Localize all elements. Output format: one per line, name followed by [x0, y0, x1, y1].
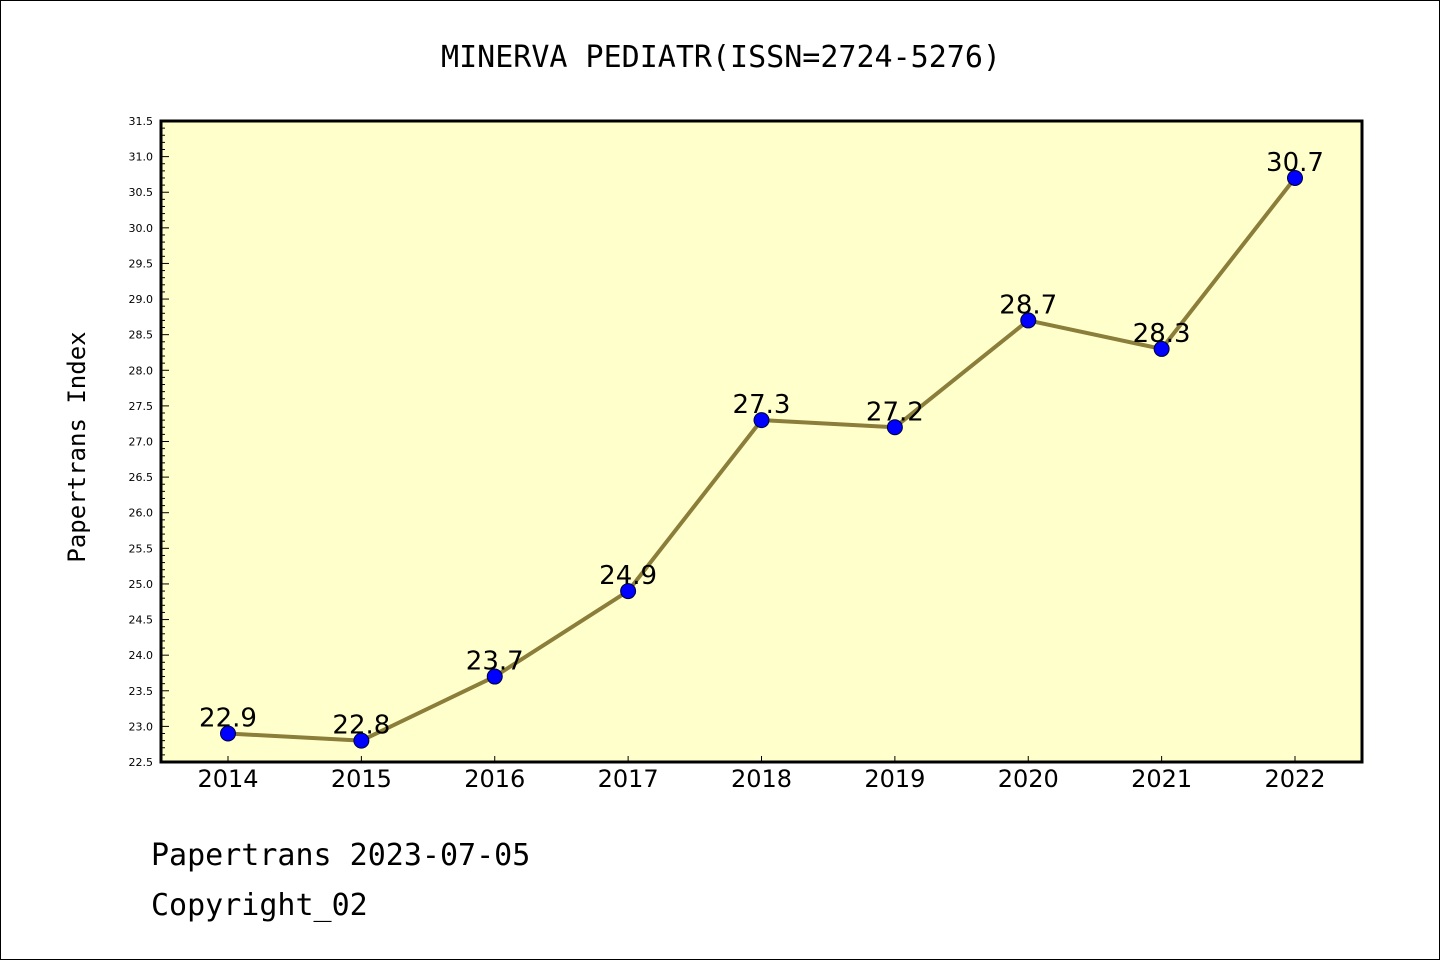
y-tick-label: 26.5	[129, 471, 154, 484]
data-point	[220, 725, 236, 742]
data-point	[1153, 340, 1170, 357]
y-tick-label: 26.0	[129, 507, 154, 520]
data-label: 27.2	[866, 397, 924, 427]
x-tick-label: 2022	[1264, 765, 1325, 793]
data-point	[1287, 169, 1303, 186]
chart-title: MINERVA PEDIATR(ISSN=2724-5276)	[441, 40, 1001, 75]
data-point	[620, 583, 637, 600]
y-tick-label: 23.0	[129, 720, 154, 733]
data-point	[353, 732, 370, 749]
plot-area	[159, 119, 1364, 764]
y-tick-label: 24.0	[129, 649, 154, 662]
y-tick-label: 28.5	[129, 329, 154, 342]
y-tick-label: 25.0	[129, 578, 154, 591]
y-tick-label: 24.5	[129, 614, 154, 627]
y-tick-label: 27.0	[129, 436, 154, 449]
data-label: 27.3	[733, 390, 791, 420]
x-tick-label: 2019	[864, 765, 925, 793]
series: 22.9 22.8 23.7 24.9 27.3 27.2 28.7 28.3 30.7	[199, 148, 1324, 749]
data-label: 23.7	[466, 647, 524, 677]
y-tick-label: 31.0	[129, 151, 154, 164]
data-label: 28.3	[1133, 319, 1191, 349]
data-label: 22.8	[332, 711, 390, 741]
x-tick-label: 2015	[331, 765, 392, 793]
x-axis: 2014 2015 2016 2017 2018 2019 2020 2021 2022	[197, 756, 1326, 793]
x-tick-label: 2016	[464, 765, 525, 793]
y-tick-label: 28.0	[129, 364, 154, 377]
y-tick-label: 30.5	[129, 186, 154, 199]
data-label: 22.9	[199, 704, 257, 734]
data-point	[1020, 312, 1037, 329]
y-tick-label: 29.0	[129, 293, 154, 306]
y-tick-label: 30.0	[129, 222, 154, 235]
data-label: 24.9	[599, 561, 657, 591]
x-tick-label: 2018	[731, 765, 792, 793]
y-tick-label: 29.5	[129, 257, 154, 270]
data-label: 30.7	[1266, 148, 1324, 178]
data-point	[753, 412, 770, 429]
y-tick-label: 22.5	[129, 756, 154, 769]
y-tick-label: 31.5	[129, 115, 154, 128]
footer-copyright: Copyright_02	[151, 888, 368, 923]
y-tick-label: 27.5	[129, 400, 154, 413]
footer-date: Papertrans 2023-07-05	[151, 838, 530, 873]
y-tick-label: 25.5	[129, 542, 154, 555]
data-point	[886, 419, 903, 436]
x-tick-label: 2020	[998, 765, 1059, 793]
y-axis: 22.5 23.0 23.5 24.0 24.5 25.0 25.5 26.0 26.5 27.0…	[129, 115, 169, 769]
x-tick-label: 2021	[1131, 765, 1192, 793]
data-point	[486, 668, 503, 685]
x-tick-label: 2014	[197, 765, 258, 793]
x-tick-label: 2017	[598, 765, 659, 793]
data-label: 28.7	[999, 290, 1057, 320]
y-axis-label: Papertrans Index	[63, 331, 91, 562]
y-tick-label: 23.5	[129, 685, 154, 698]
